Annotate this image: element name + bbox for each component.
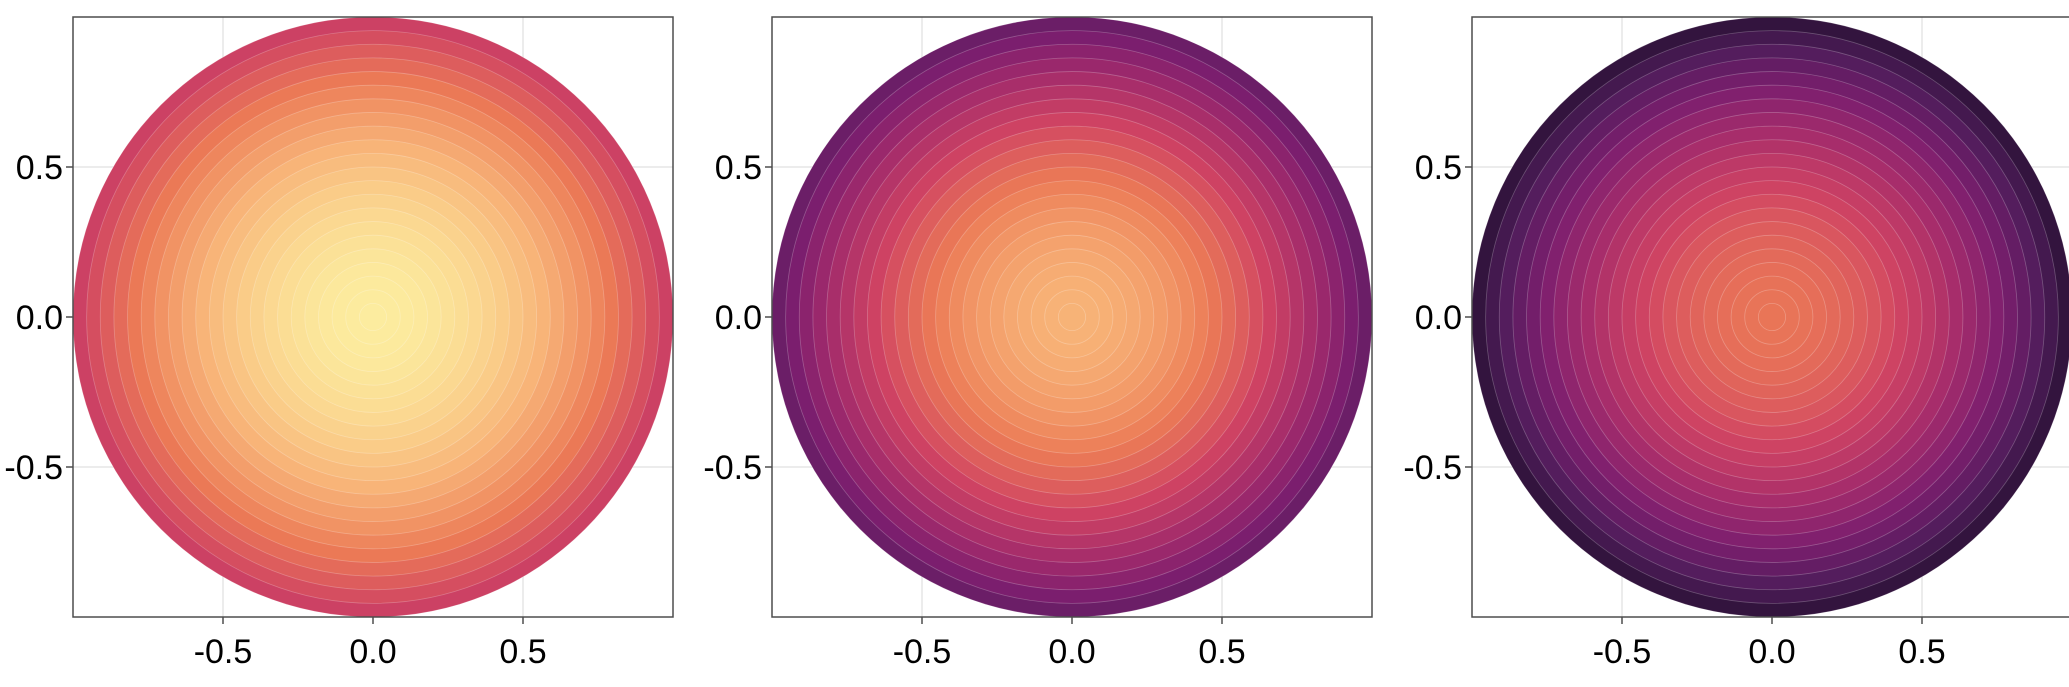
x-tick-label-1: -0.5 — [1593, 633, 1652, 671]
y-tick-label-3: 0.5 — [1415, 149, 1462, 187]
y-tick-label-1: -0.5 — [1403, 449, 1462, 487]
contour-band-1 — [1057, 302, 1087, 332]
x-tick-label-3: 0.5 — [1898, 633, 1945, 671]
x-tick-label-3: 0.5 — [1198, 633, 1245, 671]
x-tick-label-2: 0.0 — [1048, 633, 1095, 671]
x-tick-label-2: 0.0 — [349, 633, 396, 671]
contour-band-1 — [1757, 302, 1787, 332]
y-tick-label-3: 0.5 — [715, 149, 762, 187]
x-tick-label-2: 0.0 — [1748, 633, 1795, 671]
y-tick-label-2: 0.0 — [1415, 299, 1462, 337]
y-tick-label-3: 0.5 — [16, 149, 63, 187]
y-tick-label-2: 0.0 — [715, 299, 762, 337]
x-tick-label-1: -0.5 — [194, 633, 253, 671]
x-tick-label-3: 0.5 — [499, 633, 546, 671]
y-tick-label-1: -0.5 — [703, 449, 762, 487]
contour-band-1 — [358, 302, 388, 332]
x-tick-label-1: -0.5 — [893, 633, 952, 671]
y-tick-label-1: -0.5 — [4, 449, 63, 487]
panel-2: -0.5 0.0 0.5 -0.5 0.0 0.5 — [703, 16, 1373, 671]
panel-1: -0.5 0.0 0.5 -0.5 0.0 0.5 — [4, 16, 674, 671]
panel-3: -0.5 0.0 0.5 -0.5 0.0 0.5 — [1403, 16, 2069, 671]
y-tick-label-2: 0.0 — [16, 299, 63, 337]
